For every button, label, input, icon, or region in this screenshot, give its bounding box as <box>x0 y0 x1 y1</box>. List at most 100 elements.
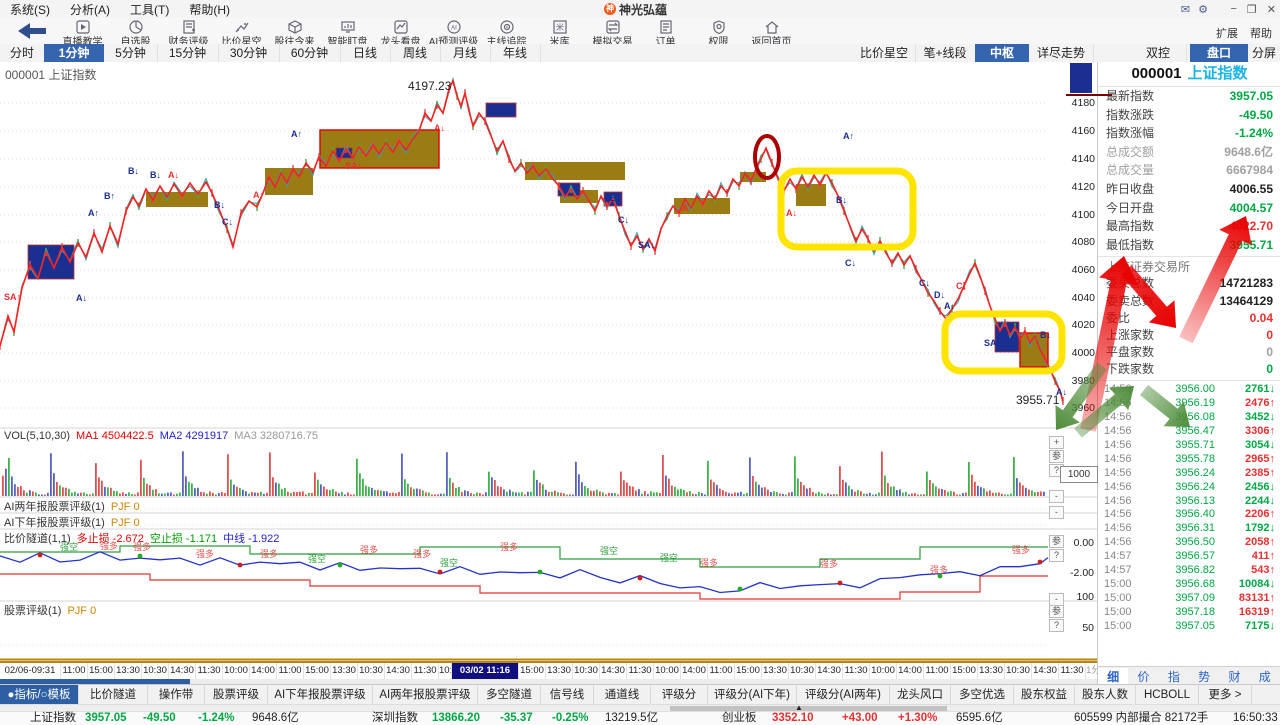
maximize-button[interactable]: ❐ <box>1246 3 1257 16</box>
time-cell: 11:30 <box>196 663 223 679</box>
period-tab-5分钟[interactable]: 5分钟 <box>104 44 158 62</box>
period-tab-分时[interactable]: 分时 <box>0 44 45 62</box>
period-tab-60分钟[interactable]: 60分钟 <box>279 44 341 62</box>
indicator-tab-AI两年报股票评级[interactable]: AI两年报股票评级 <box>373 685 478 705</box>
indicator-tab-龙头风口[interactable]: 龙头风口 <box>890 685 951 705</box>
indicator-tab-评级分(AI两年)[interactable]: 评级分(AI两年) <box>797 685 890 705</box>
indicator-tab-股票评级[interactable]: 股票评级 <box>205 685 268 705</box>
indicator-tab-操作带[interactable]: 操作带 <box>148 685 205 705</box>
view-tab-详尽走势[interactable]: 详尽走势 <box>1029 44 1094 62</box>
toolbar-label: 订单 <box>655 37 676 48</box>
monitor-icon <box>321 19 374 35</box>
panel-control-button[interactable]: + <box>1049 436 1064 449</box>
view-tab-盘口[interactable]: 盘口 <box>1190 44 1248 62</box>
pane-header-item: AI两年报股票评级(1) <box>4 501 105 513</box>
period-tab-30分钟[interactable]: 30分钟 <box>218 44 280 62</box>
period-tab-周线[interactable]: 周线 <box>390 44 441 62</box>
toolbar-rice-button[interactable]: 米米库 <box>533 18 586 48</box>
panel-control-button[interactable]: 参 <box>1049 535 1064 548</box>
indicator-tab-AI下年报股票评级[interactable]: AI下年报股票评级 <box>268 685 373 705</box>
indicator-tab-评级分[interactable]: 评级分 <box>651 685 708 705</box>
indicator-tab-通道线[interactable]: 通道线 <box>594 685 651 705</box>
gear-icon[interactable]: ⚙ <box>1198 3 1208 16</box>
quote-tab-价[interactable]: 价 <box>1137 669 1150 684</box>
minimize-button[interactable]: − <box>1230 3 1237 15</box>
time-cell-truncated: 10: <box>439 663 452 679</box>
quote-tab-成[interactable]: 成 <box>1258 669 1271 684</box>
back-button[interactable] <box>16 21 48 41</box>
period-tab-月线[interactable]: 月线 <box>440 44 491 62</box>
panel-control-button[interactable]: - <box>1049 593 1064 606</box>
tick-row: 14:57 3956.57 411↑ <box>1098 550 1280 564</box>
bscroll-thumb[interactable] <box>670 706 947 711</box>
view-tab-比价星空[interactable]: 比价星空 <box>853 44 916 62</box>
mail-icon[interactable]: ✉ <box>1180 3 1191 16</box>
quote-tab-财[interactable]: 财 <box>1228 669 1241 684</box>
main-toolbar: 直播教学 自选股 财务评级 比价星空 股往今来 智能盯盘 龙头看盘 AI AI预测评级 主线追踪米… <box>0 18 1280 48</box>
panel-control-button[interactable]: - <box>1049 490 1064 503</box>
indicator-tab-股东人数[interactable]: 股东人数 <box>1075 685 1136 705</box>
period-tab-15分钟[interactable]: 15分钟 <box>157 44 219 62</box>
volume-bar <box>383 491 385 496</box>
time-cell: 13:30 <box>546 663 573 679</box>
view-tab-笔+线段[interactable]: 笔+线段 <box>915 44 976 62</box>
status-item: +43.00 <box>842 712 878 724</box>
menu-item-2[interactable]: 工具(T) <box>130 3 170 17</box>
toolbar-monitor-button[interactable]: 智能盯盘 <box>321 18 374 48</box>
pane-header-item: PJF 0 <box>110 517 140 529</box>
toolbar-order-button[interactable]: 订单 <box>639 18 692 48</box>
toolbar-scatter-button[interactable]: 比价星空 <box>215 18 268 48</box>
period-tab-年线[interactable]: 年线 <box>490 44 541 62</box>
toolbar-docplus-button[interactable]: 财务评级 <box>162 18 215 48</box>
quote-tab-指[interactable]: 指 <box>1167 669 1180 684</box>
view-tab-中枢[interactable]: 中枢 <box>975 44 1029 62</box>
period-tab-日线[interactable]: 日线 <box>340 44 391 62</box>
view-tab-双控[interactable]: 双控 <box>1130 44 1187 62</box>
toolbar-ai-button[interactable]: AI AI预测评级 <box>427 18 480 48</box>
tunnel-dot <box>337 562 343 568</box>
toolbar-right-link-0[interactable]: 扩展 <box>1216 28 1238 40</box>
panel-control-button[interactable]: ? <box>1049 549 1064 562</box>
volume-bar <box>647 494 649 496</box>
indicator-tab-信号线[interactable]: 信号线 <box>541 685 594 705</box>
toolbar-target-button[interactable]: 主线追踪 <box>480 18 533 48</box>
toolbar-play-button[interactable]: 直播教学 <box>56 18 109 48</box>
indicator-tab-●指标/○模板[interactable]: ●指标/○模板 <box>0 685 79 705</box>
period-tab-1分钟[interactable]: 1分钟 <box>44 44 104 62</box>
panel-control-button[interactable]: 参 <box>1049 450 1064 463</box>
volume-bar <box>665 475 667 496</box>
hscroll-thumb[interactable] <box>0 679 190 684</box>
volume-bar <box>305 494 307 496</box>
volume-bar <box>80 492 82 496</box>
toolbar-home-button[interactable]: 返回首页 <box>745 18 798 48</box>
toolbar-dragon-button[interactable]: 龙头看盘 <box>374 18 427 48</box>
menu-item-1[interactable]: 分析(A) <box>70 3 110 17</box>
indicator-tab-多空优选[interactable]: 多空优选 <box>951 685 1014 705</box>
toolbar-shield-button[interactable]: 权限 <box>692 18 745 48</box>
close-button[interactable]: ✕ <box>1266 3 1276 16</box>
toolbar-pie-button[interactable]: 自选股 <box>109 18 162 48</box>
bottom-scrollbar[interactable]: ▲ <box>0 703 1280 712</box>
panel-control-button[interactable]: ? <box>1049 619 1064 632</box>
panel-control-button[interactable]: - <box>1049 506 1064 519</box>
tick-time: 14:56 <box>1104 522 1132 535</box>
indicator-tab-评级分(AI下年)[interactable]: 评级分(AI下年) <box>708 685 797 705</box>
indicator-tab-比价隧道[interactable]: 比价隧道 <box>79 685 148 705</box>
indicator-tab-HCBOLL[interactable]: HCBOLL <box>1136 685 1199 705</box>
indicator-tab-更多 >[interactable]: 更多 > <box>1199 685 1252 705</box>
volume-bar <box>641 493 643 496</box>
toolbar-cube-button[interactable]: 股往今来 <box>268 18 321 48</box>
toolbar-swap-button[interactable]: 模拟交易 <box>586 18 639 48</box>
menu-item-0[interactable]: 系统(S) <box>10 3 50 17</box>
time-cell: 13:30 <box>762 663 789 679</box>
toolbar-right-link-1[interactable]: 帮助 <box>1250 28 1272 40</box>
tick-row: 14:56 3956.24 2385↑ <box>1098 467 1280 481</box>
quote-tab-势[interactable]: 势 <box>1198 669 1211 684</box>
volume-bar <box>509 489 511 496</box>
view-tab-分屏[interactable]: 分屏 <box>1248 44 1280 62</box>
quote-tab-细[interactable]: 细 <box>1098 667 1129 685</box>
horizontal-scrollbar[interactable] <box>0 679 1097 684</box>
menu-item-3[interactable]: 帮助(H) <box>189 3 230 17</box>
indicator-tab-股东权益[interactable]: 股东权益 <box>1014 685 1075 705</box>
indicator-tab-多空隧道[interactable]: 多空隧道 <box>478 685 541 705</box>
